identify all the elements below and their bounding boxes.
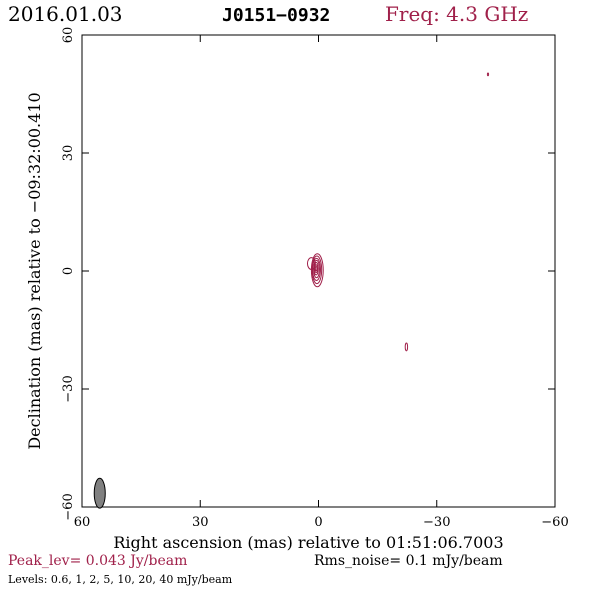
axis-ticks (81, 34, 556, 508)
dot-contour (486, 72, 490, 77)
core-contour (314, 264, 319, 274)
peak-level: Peak_lev= 0.043 Jy/beam (8, 553, 188, 569)
x-tick-labels: 60 30 0 −30 −60 (74, 515, 569, 530)
frequency-label: Freq: 4.3 GHz (385, 2, 529, 26)
lobe-contour (306, 257, 316, 270)
rms-noise: Rms_noise= 0.1 mJy/beam (314, 553, 503, 569)
y-tick-label: 30 (61, 145, 76, 162)
x-axis-label: Right ascension (mas) relative to 01:51:… (113, 533, 503, 552)
y-tick-label: 60 (61, 27, 76, 44)
x-tick-label: −30 (423, 515, 450, 530)
x-tick-label: 60 (74, 515, 91, 530)
core-contour (314, 266, 318, 272)
contour-levels: Levels: 0.6, 1, 2, 5, 10, 20, 40 mJy/bea… (8, 573, 233, 586)
y-tick-label: −30 (61, 375, 76, 402)
x-tick-label: 30 (192, 515, 209, 530)
y-tick-labels: −60 −30 0 30 60 (61, 27, 76, 521)
x-tick-label: −60 (541, 515, 568, 530)
x-tick-label: 0 (314, 515, 322, 530)
knot-contour (404, 342, 409, 352)
core-contour (310, 253, 324, 288)
y-axis-label: Declination (mas) relative to −09:32:00.… (25, 92, 44, 449)
contour-lines (306, 72, 490, 352)
y-tick-label: −60 (61, 493, 76, 520)
source-name: J0151−0932 (222, 5, 331, 26)
observation-date: 2016.01.03 (8, 2, 123, 26)
beam-ellipse (93, 477, 106, 509)
y-tick-label: 0 (61, 267, 76, 275)
